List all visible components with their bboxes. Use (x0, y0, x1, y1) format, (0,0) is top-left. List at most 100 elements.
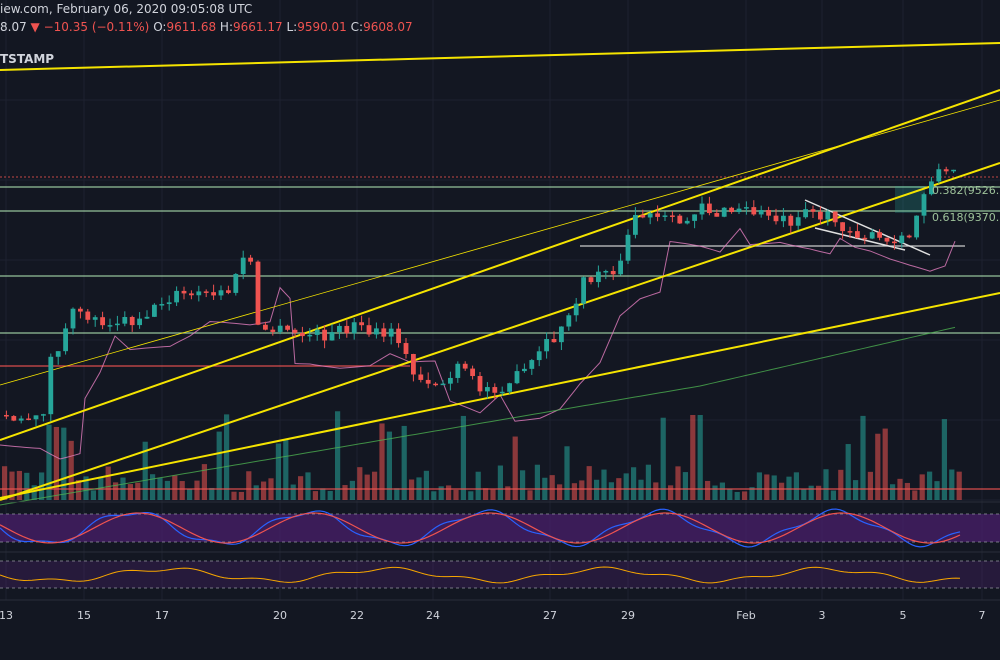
volume-bar (209, 487, 215, 500)
candle-body (11, 416, 17, 421)
candle-body (70, 308, 76, 329)
candle-body (670, 215, 675, 217)
candle-body (462, 363, 468, 369)
volume-bar (201, 464, 207, 500)
candle-body (33, 415, 39, 420)
candle-body (448, 377, 453, 384)
volume-bar (483, 488, 489, 500)
candle-body (899, 235, 905, 244)
volume-bar (150, 474, 156, 500)
candle-body (470, 368, 475, 377)
volume-bars (2, 411, 962, 500)
candle-body (144, 316, 150, 319)
candle-body (714, 213, 720, 217)
candle-body (914, 215, 919, 238)
volume-bar (9, 471, 15, 500)
volume-bar (845, 444, 851, 500)
volume-bar (830, 490, 836, 500)
candle-body (137, 318, 142, 326)
candle-body (707, 203, 712, 214)
candle-body (277, 325, 283, 332)
volume-bar (586, 466, 592, 500)
volume-bar (320, 488, 326, 500)
x-tick-label: 5 (900, 609, 907, 622)
volume-bar (927, 471, 933, 500)
candle-body (588, 277, 594, 283)
volume-bar (194, 480, 200, 500)
volume-bar (631, 467, 637, 500)
candle-body (48, 356, 54, 415)
candle-body (684, 220, 690, 224)
volume-bar (261, 481, 267, 500)
close-value: 9608.07 (363, 20, 413, 34)
candle-body (78, 308, 83, 312)
candle-body (536, 351, 542, 361)
candle-body (647, 213, 653, 218)
volume-bar (431, 491, 437, 500)
volume-bar (305, 472, 311, 500)
candle-body (329, 332, 335, 341)
candle-body (877, 232, 882, 238)
volume-bar (912, 490, 918, 500)
candle-body (381, 328, 387, 337)
x-tick-label: 22 (350, 609, 364, 622)
candle-body (781, 215, 786, 222)
volume-bar (24, 472, 30, 500)
low-value: 9590.01 (297, 20, 347, 34)
volume-bar (135, 482, 141, 500)
candle-body (344, 325, 350, 334)
candle-body (433, 383, 438, 386)
candle-body (263, 324, 268, 330)
volume-bar (534, 464, 540, 500)
candle-body (795, 217, 801, 226)
candle-body (63, 328, 68, 352)
candle-body (4, 415, 9, 417)
volume-bar (645, 464, 651, 500)
candle-body (551, 339, 557, 343)
volume-bar (934, 481, 940, 500)
candle-body (337, 325, 342, 333)
ohlc-readout: 8.07 ▼ −10.35 (−0.11%) O:9611.68 H:9661.… (0, 20, 413, 34)
volume-bar (16, 470, 22, 500)
candle-body (181, 290, 187, 294)
candle-body (122, 316, 128, 324)
candle-body (166, 302, 172, 305)
volume-bar (446, 485, 452, 500)
volume-bar (712, 485, 718, 500)
stoch-k-line (0, 508, 961, 548)
volume-bar (113, 482, 119, 500)
volume-bar (31, 485, 37, 500)
candle-body (529, 360, 535, 369)
volume-bar (904, 482, 910, 500)
volume-bar (357, 467, 363, 500)
candle-body (240, 257, 246, 275)
volume-bar (216, 431, 222, 500)
volume-bar (786, 476, 792, 500)
volume-bar (283, 439, 289, 500)
candle-body (573, 303, 579, 316)
volume-bar (653, 482, 659, 500)
candle-body (825, 211, 831, 220)
x-tick-label: 13 (0, 609, 13, 622)
volume-bar (705, 480, 711, 500)
volume-bar (298, 476, 304, 500)
candle-body (359, 322, 364, 326)
trend-line-5 (804, 199, 931, 256)
stoch-d-line (0, 512, 961, 544)
candle-body (492, 387, 498, 393)
volume-bar (941, 419, 947, 500)
grid (0, 0, 1000, 600)
candle-body (388, 328, 394, 337)
candle-body (847, 231, 853, 233)
volume-bar (623, 473, 629, 500)
candle-body (610, 270, 616, 275)
candle-body (292, 329, 298, 333)
candle-body (159, 304, 165, 306)
volume-bar (127, 484, 133, 500)
candle-body (85, 311, 91, 320)
volume-bar (179, 481, 185, 500)
ma-green (0, 326, 956, 506)
candle-body (26, 418, 31, 421)
candle-body (174, 290, 179, 303)
